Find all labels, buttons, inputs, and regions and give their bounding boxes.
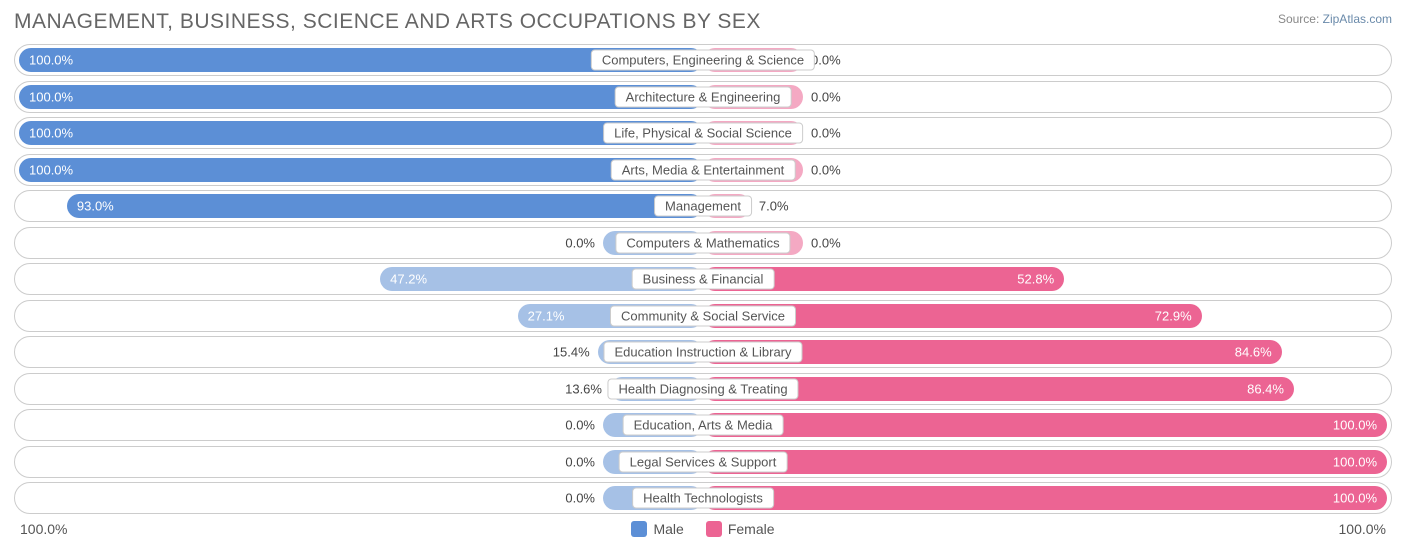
male-pct-label: 100.0% [19,162,73,177]
category-label: Legal Services & Support [619,451,788,472]
male-bar [19,121,703,145]
chart-source: Source: ZipAtlas.com [1278,10,1392,26]
legend-item-female: Female [706,521,775,537]
category-label: Architecture & Engineering [615,86,792,107]
category-label: Computers, Engineering & Science [591,50,815,71]
male-pct-label: 27.1% [518,308,565,323]
chart-area: 100.0%0.0%Computers, Engineering & Scien… [14,44,1392,514]
male-pct-label: 100.0% [19,126,73,141]
legend-label-female: Female [728,521,775,537]
legend-swatch-female [706,521,722,537]
category-label: Computers & Mathematics [615,232,790,253]
chart-row: 27.1% 72.9% Community & Social Service [14,300,1392,332]
category-label: Health Diagnosing & Treating [607,378,798,399]
category-label: Health Technologists [632,488,774,509]
category-label: Education, Arts & Media [623,415,784,436]
male-pct-label: 0.0% [565,491,595,506]
male-pct-label: 100.0% [19,89,73,104]
chart-row: 0.0% 100.0% Education, Arts & Media [14,409,1392,441]
female-pct-label: 0.0% [811,126,841,141]
female-pct-label: 72.9% [1155,308,1202,323]
chart-header: MANAGEMENT, BUSINESS, SCIENCE AND ARTS O… [14,10,1392,34]
category-label: Arts, Media & Entertainment [611,159,796,180]
legend: Male Female [631,521,774,537]
female-pct-label: 100.0% [1333,454,1387,469]
chart-row: 0.0% 0.0% Computers & Mathematics [14,227,1392,259]
chart-row: 13.6% 86.4% Health Diagnosing & Treating [14,373,1392,405]
female-pct-label: 100.0% [1333,491,1387,506]
category-label: Education Instruction & Library [603,342,802,363]
legend-label-male: Male [653,521,683,537]
female-pct-label: 0.0% [811,162,841,177]
chart-row: 0.0% 100.0% Legal Services & Support [14,446,1392,478]
female-pct-label: 0.0% [811,235,841,250]
male-bar [19,158,703,182]
male-pct-label: 15.4% [553,345,590,360]
chart-row: 100.0% 0.0% Life, Physical & Social Scienc… [14,117,1392,149]
legend-item-male: Male [631,521,683,537]
axis-left-label: 100.0% [20,521,67,537]
female-bar [703,450,1387,474]
male-pct-label: 0.0% [565,418,595,433]
male-pct-label: 0.0% [565,454,595,469]
male-bar [67,194,703,218]
male-pct-label: 13.6% [565,381,602,396]
chart-row: 0.0% 100.0% Health Technologists [14,482,1392,514]
female-pct-label: 86.4% [1247,381,1294,396]
chart-row: 100.0% 0.0% Arts, Media & Entertainment [14,154,1392,186]
male-bar [19,85,703,109]
source-label: Source: [1278,12,1319,26]
axis-right-label: 100.0% [1339,521,1386,537]
chart-row: 47.2% 52.8% Business & Financial [14,263,1392,295]
female-pct-label: 52.8% [1017,272,1064,287]
legend-swatch-male [631,521,647,537]
female-bar [703,413,1387,437]
male-pct-label: 0.0% [565,235,595,250]
chart-row: 100.0% 0.0%Computers, Engineering & Scien… [14,44,1392,76]
source-name: ZipAtlas.com [1323,12,1392,26]
category-label: Management [654,196,752,217]
female-bar [703,486,1387,510]
chart-row: 100.0% 0.0% Architecture & Engineering [14,81,1392,113]
category-label: Life, Physical & Social Science [603,123,803,144]
male-pct-label: 93.0% [67,199,114,214]
category-label: Community & Social Service [610,305,796,326]
chart-title: MANAGEMENT, BUSINESS, SCIENCE AND ARTS O… [14,10,761,34]
category-label: Business & Financial [632,269,775,290]
female-pct-label: 0.0% [811,53,841,68]
female-pct-label: 100.0% [1333,418,1387,433]
female-pct-label: 0.0% [811,89,841,104]
male-pct-label: 47.2% [380,272,427,287]
female-pct-label: 84.6% [1235,345,1282,360]
chart-row: 93.0% 7.0% Management [14,190,1392,222]
chart-row: 15.4% 84.6% Education Instruction & Librar… [14,336,1392,368]
axis-row: 100.0% Male Female 100.0% [14,519,1392,537]
male-pct-label: 100.0% [19,53,73,68]
female-pct-label: 7.0% [759,199,789,214]
